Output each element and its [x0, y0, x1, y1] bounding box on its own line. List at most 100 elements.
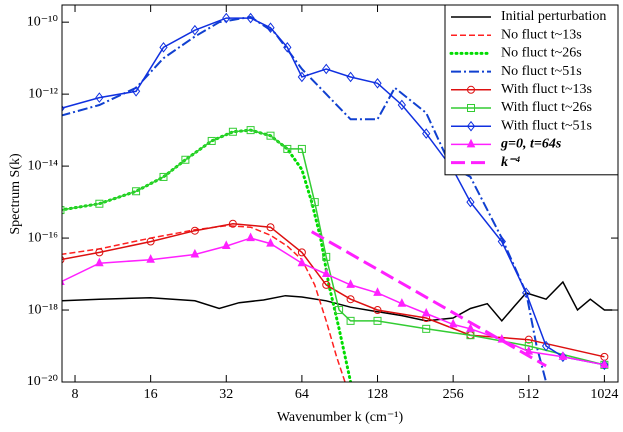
marker	[373, 306, 382, 315]
plot-frame	[61, 4, 619, 383]
marker	[335, 306, 344, 315]
marker	[146, 254, 155, 263]
marker	[95, 199, 104, 208]
marker	[467, 85, 475, 94]
plot-area	[62, 12, 613, 382]
marker	[146, 237, 155, 246]
y-tick-label: 10⁻¹⁴	[28, 158, 59, 173]
marker	[228, 127, 237, 136]
marker	[558, 351, 568, 363]
marker	[397, 298, 407, 307]
marker	[190, 226, 199, 235]
marker	[322, 63, 331, 75]
marker	[62, 206, 65, 215]
marker	[266, 238, 275, 247]
x-tick-label: 8	[72, 387, 79, 402]
series-line	[62, 237, 605, 366]
marker	[466, 196, 475, 208]
legend-label: With fluct t~26s	[501, 100, 592, 115]
marker	[600, 359, 609, 368]
marker	[346, 316, 355, 325]
x-tick-label: 64	[295, 387, 309, 402]
x-tick-label: 512	[518, 387, 539, 402]
marker	[297, 257, 307, 267]
marker	[181, 155, 190, 164]
marker	[524, 335, 533, 344]
marker	[421, 307, 431, 317]
marker	[246, 12, 255, 24]
marker	[524, 345, 534, 355]
marker	[497, 236, 506, 247]
marker	[132, 187, 141, 196]
legend-label: With fluct t~13s	[501, 82, 592, 97]
marker	[266, 131, 275, 140]
legend-label: No fluct t~26s	[501, 46, 582, 61]
marker	[373, 287, 382, 296]
marker	[310, 198, 319, 207]
marker	[266, 22, 275, 34]
legend-label: No fluct t~13s	[501, 27, 582, 42]
y-tick-label: 10⁻²⁰	[27, 374, 59, 389]
marker	[346, 295, 355, 304]
marker	[221, 240, 231, 250]
series-line	[62, 17, 605, 366]
marker	[190, 248, 200, 258]
marker	[283, 144, 292, 153]
marker	[600, 359, 609, 371]
y-tick-label: 10⁻¹⁰	[27, 14, 59, 29]
marker	[467, 104, 475, 112]
marker	[373, 77, 382, 89]
legend-label: No fluct t~51s	[501, 64, 582, 79]
marker	[321, 268, 331, 278]
marker	[95, 92, 104, 103]
marker	[448, 318, 458, 328]
marker	[297, 71, 307, 83]
legend-label: With fluct t~51s	[501, 118, 592, 133]
legend-label: g=0, t=64s	[500, 137, 562, 152]
marker	[207, 136, 216, 145]
marker	[159, 172, 168, 181]
marker	[246, 232, 255, 242]
legend-label: Initial perturbation	[501, 9, 606, 24]
marker	[541, 340, 551, 352]
x-tick-label: 16	[144, 387, 158, 402]
marker	[466, 138, 476, 148]
marker	[373, 316, 382, 325]
marker	[222, 12, 231, 24]
x-tick-label: 128	[367, 387, 388, 402]
marker	[131, 85, 141, 97]
series-line	[62, 280, 613, 323]
marker	[228, 219, 237, 228]
marker	[62, 256, 65, 264]
marker	[246, 126, 255, 135]
marker	[297, 248, 306, 257]
marker	[95, 248, 104, 257]
x-axis-label: Wavenumber k (cm⁻¹)	[277, 410, 404, 425]
marker	[283, 42, 292, 53]
marker	[522, 287, 531, 299]
marker	[322, 280, 331, 289]
marker	[466, 120, 476, 132]
y-tick-label: 10⁻¹⁸	[28, 302, 59, 317]
marker	[346, 279, 355, 288]
marker	[422, 128, 431, 139]
marker	[266, 223, 275, 232]
legend-label: k⁻⁴	[501, 155, 520, 170]
marker	[397, 99, 406, 111]
y-tick-label: 10⁻¹²	[28, 86, 58, 101]
legend: Initial perturbation No fluct t~13s No flu…	[444, 4, 619, 176]
marker	[190, 24, 200, 36]
marker	[322, 252, 331, 261]
y-tick-label: 10⁻¹⁶	[28, 230, 59, 245]
y-axis-label: Spectrum S(k)	[8, 153, 23, 235]
marker	[558, 351, 568, 360]
marker	[466, 323, 475, 332]
marker	[95, 257, 104, 267]
x-tick-label: 1024	[590, 387, 618, 402]
x-tick-label: 256	[443, 387, 464, 402]
series-line	[310, 230, 547, 368]
marker	[422, 324, 431, 333]
marker	[62, 105, 65, 112]
marker	[159, 42, 168, 53]
